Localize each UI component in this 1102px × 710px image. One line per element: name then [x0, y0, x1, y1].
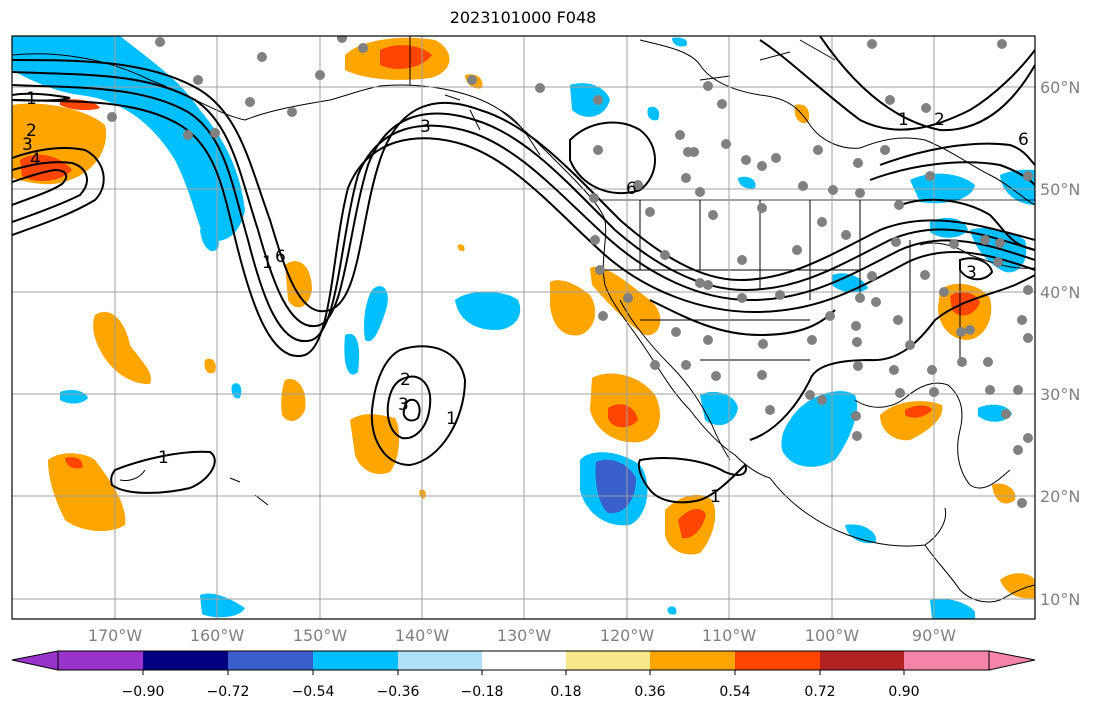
gridlines — [12, 36, 1035, 619]
red-region — [678, 508, 706, 539]
orange-region — [1000, 573, 1035, 599]
colorbar-tick-label: −0.90 — [122, 684, 165, 700]
colorbar-extend-right — [988, 650, 1036, 671]
lat-label: 10°N — [1040, 590, 1080, 609]
orange-region — [281, 379, 306, 422]
orange-region — [457, 244, 465, 252]
lat-label: 60°N — [1040, 78, 1080, 97]
orange-region — [48, 453, 126, 532]
contour-label: 6 — [1018, 130, 1029, 150]
orange-region — [285, 261, 312, 308]
orange-region — [350, 414, 400, 475]
colorbar-segment — [650, 651, 735, 670]
lon-label: 170°W — [88, 626, 143, 645]
contour-label: 3 — [398, 395, 409, 415]
colorbar-segment — [735, 651, 820, 670]
blue-region — [647, 106, 660, 121]
lon-label: 90°W — [912, 626, 956, 645]
blue-region — [344, 333, 360, 375]
contour-label: 2 — [26, 121, 37, 141]
colorbar-tick-label: 0.72 — [804, 684, 835, 700]
red-region — [65, 457, 83, 469]
contour-label: 1 — [710, 487, 721, 507]
colorbar-tick-label: −0.18 — [461, 684, 504, 700]
blue-region — [60, 390, 88, 404]
contour-label: 1 — [898, 110, 909, 130]
orange-region — [550, 280, 596, 336]
colorbar-tick-label: 0.90 — [888, 684, 919, 700]
orange-region — [992, 483, 1016, 504]
colorbar-segment — [313, 651, 398, 670]
blue-region — [738, 176, 756, 189]
colorbar-segment — [398, 651, 482, 670]
contour-label: 6 — [275, 247, 286, 267]
map-frame — [11, 35, 1036, 620]
lat-label: 40°N — [1040, 283, 1080, 302]
colorbar-tick-label: 0.18 — [550, 684, 581, 700]
map-title: 2023101000 F048 — [449, 8, 597, 27]
contour-label: 2 — [400, 370, 411, 390]
colorbar-tick-label: −0.72 — [207, 684, 250, 700]
colorbar-tick-label: 0.36 — [634, 684, 665, 700]
blue-region — [910, 173, 975, 204]
blue-region — [200, 226, 219, 252]
colorbar-frame — [57, 650, 990, 671]
lon-label: 160°W — [190, 626, 245, 645]
blue-region — [667, 606, 677, 615]
red-region — [380, 45, 432, 69]
contour-label: 2 — [934, 110, 945, 130]
red-region — [905, 405, 932, 418]
contour-label-group: 1 2 3 4 3 6 2 3 1 1 1 1 2 6 6 3 1 — [22, 89, 1029, 507]
contour-label: 6 — [626, 179, 637, 199]
colorbar-segment — [482, 651, 566, 670]
lat-label: 20°N — [1040, 487, 1080, 506]
orange-region — [419, 489, 426, 499]
colorbar: −0.90 −0.72 −0.54 −0.36 −0.18 0.18 0.36 … — [11, 650, 1036, 700]
blue-region — [455, 291, 521, 330]
contour-label: 1 — [446, 409, 457, 429]
colorbar-tick-label: −0.54 — [292, 684, 335, 700]
station-dots — [107, 36, 1033, 508]
colorbar-segment — [904, 651, 989, 670]
colorbar-tick-label: 0.54 — [719, 684, 750, 700]
orange-region — [93, 311, 151, 385]
blue-region — [781, 391, 858, 467]
blue-region — [672, 37, 688, 47]
contour-label: 1 — [158, 448, 169, 468]
contour-label: 3 — [22, 135, 33, 155]
lon-label: 110°W — [702, 626, 757, 645]
contour-label: 3 — [420, 117, 431, 137]
lat-label: 50°N — [1040, 180, 1080, 199]
contour-label: 1 — [262, 253, 273, 273]
contour-label: 1 — [26, 89, 37, 109]
map-area: 1 2 3 4 3 6 2 3 1 1 1 1 2 6 6 3 1 — [12, 36, 1035, 619]
red-region — [608, 404, 638, 428]
colorbar-segment — [143, 651, 228, 670]
colorbar-segment — [228, 651, 313, 670]
lon-label: 100°W — [805, 626, 860, 645]
blue-region — [231, 383, 242, 399]
lon-label: 120°W — [600, 626, 655, 645]
latitude-labels: 60°N 50°N 40°N 30°N 20°N 10°N — [1040, 78, 1080, 609]
contour-label: 3 — [966, 263, 977, 283]
colorbar-tick-label: −0.36 — [377, 684, 420, 700]
blue-region — [845, 524, 877, 544]
lon-label: 140°W — [395, 626, 450, 645]
lat-label: 30°N — [1040, 385, 1080, 404]
colorbar-segment — [820, 651, 904, 670]
royal-blue-region — [595, 459, 636, 514]
lon-label: 130°W — [497, 626, 552, 645]
contour-layer — [12, 36, 1035, 504]
contour-label: 4 — [30, 150, 41, 170]
blue-region — [930, 598, 975, 619]
longitude-labels: 170°W 160°W 150°W 140°W 130°W 120°W 110°… — [88, 626, 956, 645]
blue-region — [570, 83, 610, 117]
colorbar-segment — [58, 651, 143, 670]
lon-label: 150°W — [293, 626, 348, 645]
colorbar-extend-left — [11, 650, 59, 671]
blue-region — [363, 286, 388, 342]
colorbar-segment — [566, 651, 650, 670]
orange-region — [204, 358, 216, 374]
